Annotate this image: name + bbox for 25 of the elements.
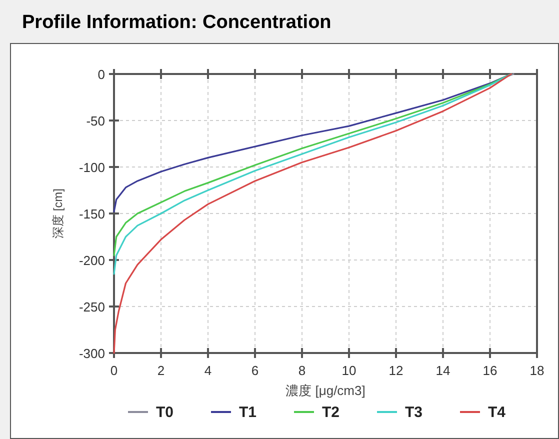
chart-title: Profile Information: Concentration <box>21 11 332 35</box>
x-tick-label: 0 <box>110 363 118 378</box>
y-tick-label: -100 <box>78 160 105 175</box>
x-tick-label: 10 <box>342 363 356 378</box>
x-tick-label: 8 <box>298 363 306 378</box>
y-tick-label: 0 <box>98 67 105 82</box>
legend-label: T3 <box>405 404 423 421</box>
x-axis-title: 濃度 [μg/cm3] <box>286 383 366 398</box>
legend-label: T2 <box>322 404 340 421</box>
legend-label: T4 <box>488 404 506 421</box>
x-tick-label: 4 <box>204 363 212 378</box>
legend-label: T1 <box>239 404 257 421</box>
y-tick-label: -300 <box>78 346 105 361</box>
x-tick-label: 16 <box>482 363 498 378</box>
x-tick-label: 12 <box>388 363 404 378</box>
y-tick-label: -250 <box>78 300 105 314</box>
y-tick-label: -150 <box>78 206 105 222</box>
y-tick-label: -50 <box>86 114 105 128</box>
y-axis-title: 深度 [cm] <box>51 188 65 238</box>
x-tick-label: 18 <box>530 363 544 378</box>
y-tick-label: -200 <box>78 253 105 268</box>
x-tick-label: 2 <box>157 363 165 378</box>
x-tick-label: 6 <box>251 363 259 378</box>
legend-label: T0 <box>156 404 174 421</box>
x-tick-label: 14 <box>436 363 450 378</box>
